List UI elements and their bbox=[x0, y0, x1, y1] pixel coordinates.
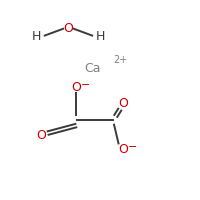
Text: H: H bbox=[95, 30, 105, 43]
Text: O: O bbox=[119, 97, 129, 110]
Text: 2+: 2+ bbox=[113, 55, 127, 65]
Text: −: − bbox=[81, 80, 90, 90]
Text: O: O bbox=[64, 22, 73, 35]
Text: O: O bbox=[36, 129, 46, 142]
Text: −: − bbox=[128, 142, 137, 152]
Text: O: O bbox=[71, 81, 81, 94]
Text: Ca: Ca bbox=[84, 62, 100, 75]
Text: H: H bbox=[32, 30, 42, 43]
Text: O: O bbox=[119, 143, 129, 156]
